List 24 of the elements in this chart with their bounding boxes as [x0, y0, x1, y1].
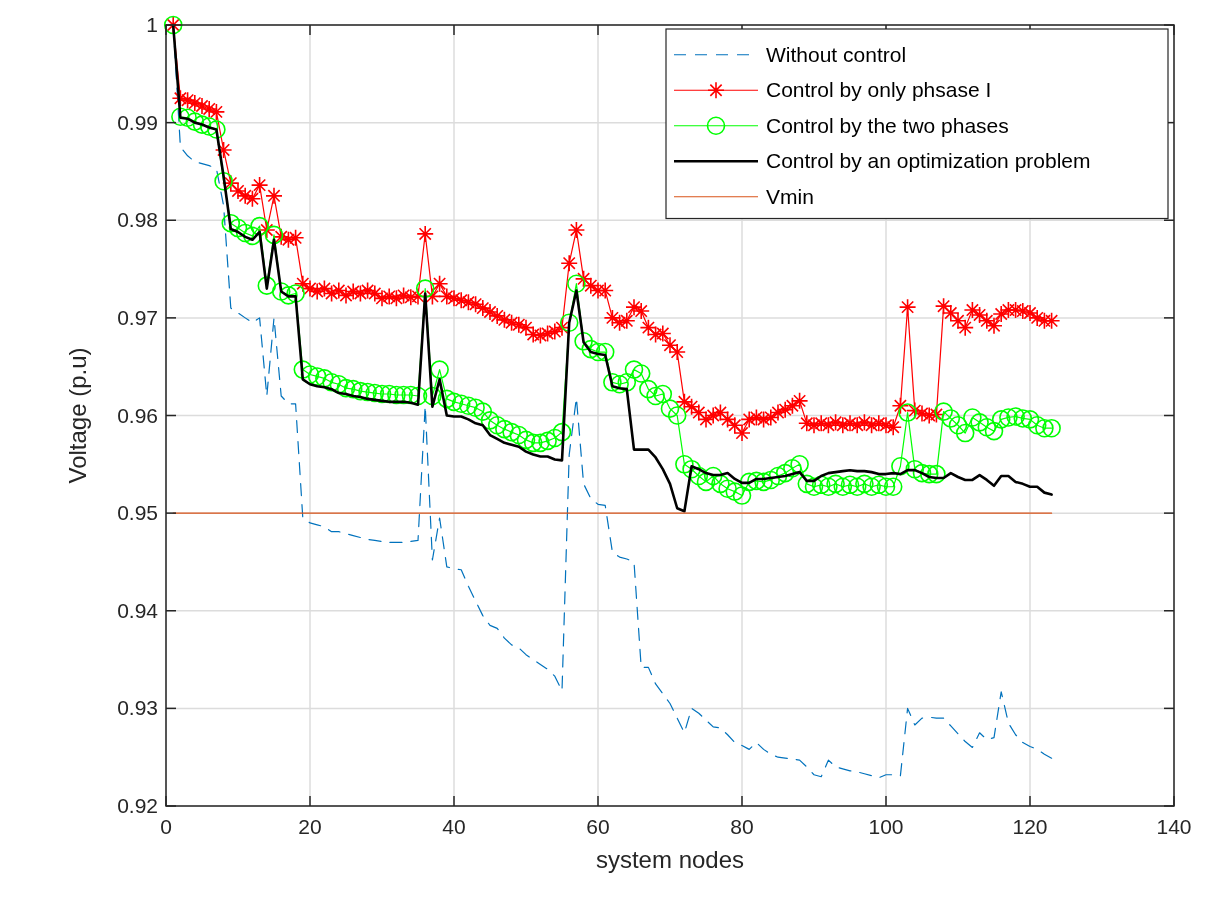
x-tick-label: 20 — [298, 815, 322, 838]
y-tick-label: 0.93 — [117, 696, 158, 720]
legend-label: Control by the two phases — [766, 113, 1009, 137]
legend-label: Without control — [766, 42, 907, 66]
y-tick-label: 0.97 — [117, 305, 158, 329]
x-tick-label: 60 — [586, 815, 610, 838]
legend-label: Vmin — [766, 184, 814, 208]
y-tick-label: 0.96 — [117, 403, 158, 427]
x-tick-label: 80 — [730, 815, 754, 838]
x-tick-label: 140 — [1156, 815, 1192, 838]
y-axis-title: Voltage (p.u) — [64, 347, 91, 484]
x-tick-label: 0 — [160, 815, 172, 838]
legend-label: Control by only phsase I — [766, 78, 992, 102]
y-tick-label: 1 — [146, 13, 158, 36]
x-tick-label: 120 — [1012, 815, 1048, 838]
y-tick-label: 0.99 — [117, 110, 158, 134]
legend-label: Control by an optimization problem — [766, 149, 1091, 173]
x-axis-title: system nodes — [595, 846, 745, 873]
y-tick-label: 0.92 — [117, 794, 158, 817]
y-tick-label: 0.98 — [117, 208, 158, 232]
y-tick-label: 0.94 — [117, 598, 159, 622]
x-tick-label: 100 — [868, 815, 904, 838]
x-tick-label: 40 — [442, 815, 466, 838]
y-tick-label: 0.95 — [117, 501, 158, 525]
